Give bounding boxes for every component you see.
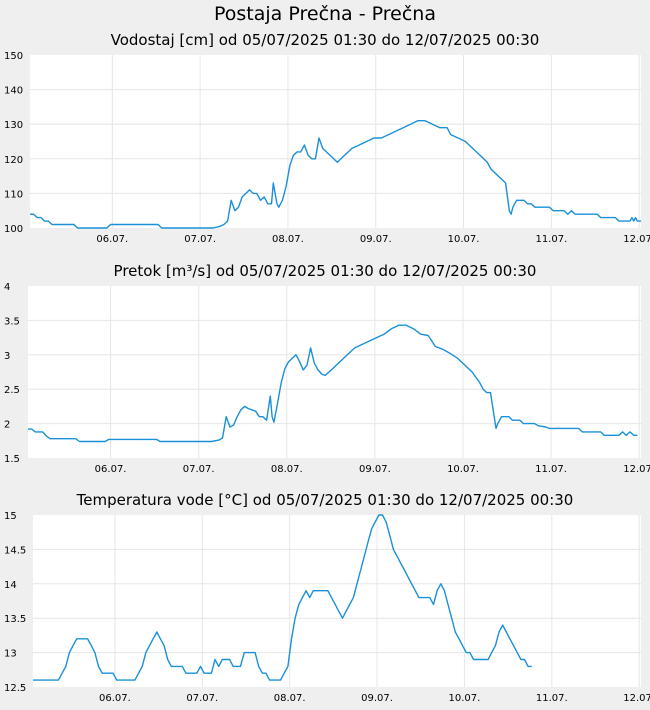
y-tick-label: 140 [4,86,23,97]
x-tick-label: 12.07. [623,234,650,245]
y-tick-label: 110 [4,189,23,200]
x-tick-label: 06.07. [95,464,127,475]
y-tick-label: 12.5 [4,683,26,694]
x-tick-label: 12.07. [623,464,650,475]
plot-area [30,55,641,228]
y-tick-label: 14.5 [4,545,26,556]
series-line [28,324,638,443]
x-tick-label: 10.07. [447,464,479,475]
x-tick-label: 09.07. [361,693,393,704]
plot-area [28,286,641,458]
page-title: Postaja Prečna - Prečna [214,3,436,25]
y-tick-label: 13 [4,649,17,660]
x-tick-label: 11.07. [535,464,567,475]
y-tick-label: 130 [4,120,23,131]
y-tick-label: 100 [4,224,23,235]
y-tick-label: 3 [4,351,10,362]
series-line [33,514,532,681]
x-tick-label: 06.07. [99,693,131,704]
series-line [30,120,641,229]
y-tick-label: 2 [4,420,10,431]
chart-title: Pretok [m³/s] od 05/07/2025 01:30 do 12/… [114,262,537,280]
y-tick-label: 15 [4,511,17,522]
x-tick-label: 09.07. [360,234,392,245]
y-tick-label: 13.5 [4,614,26,625]
x-tick-label: 11.07. [535,234,567,245]
y-tick-label: 150 [4,51,23,62]
y-tick-label: 120 [4,155,23,166]
x-tick-label: 12.07. [623,693,650,704]
chart-title: Vodostaj [cm] od 05/07/2025 01:30 do 12/… [111,31,540,49]
x-tick-label: 08.07. [272,234,304,245]
y-tick-label: 1.5 [4,454,20,465]
x-tick-label: 11.07. [536,693,568,704]
y-tick-label: 2.5 [4,385,20,396]
x-tick-label: 06.07. [96,234,128,245]
y-tick-label: 3.5 [4,316,20,327]
plot-area [33,515,641,687]
x-tick-label: 10.07. [449,693,481,704]
x-tick-label: 08.07. [271,464,303,475]
x-tick-label: 09.07. [359,464,391,475]
x-tick-label: 07.07. [183,464,215,475]
x-tick-label: 07.07. [184,234,216,245]
x-tick-label: 07.07. [186,693,218,704]
x-tick-label: 08.07. [274,693,306,704]
y-tick-label: 14 [4,580,17,591]
x-tick-label: 10.07. [448,234,480,245]
chart-title: Temperatura vode [°C] od 05/07/2025 01:3… [76,491,574,509]
y-tick-label: 4 [4,282,10,293]
